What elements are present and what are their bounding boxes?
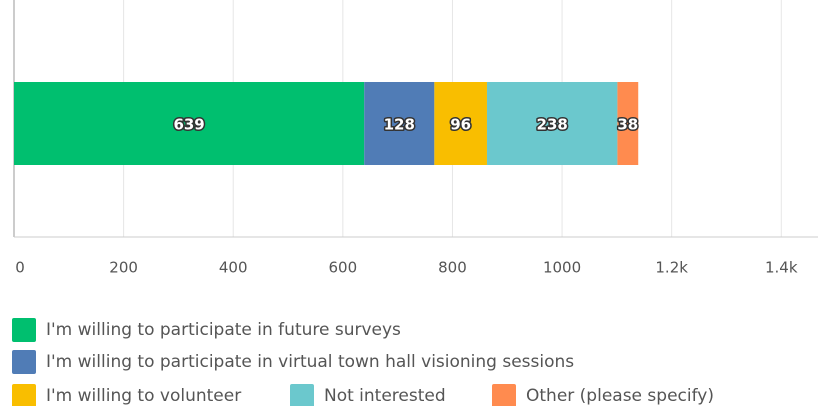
data-label: 38	[617, 116, 638, 134]
data-label: 128	[384, 116, 415, 134]
x-tick-label: 1000	[543, 259, 581, 277]
legend-label: I'm willing to participate in virtual to…	[46, 352, 574, 372]
legend-label: I'm willing to volunteer	[46, 386, 241, 406]
bar-segment	[434, 82, 487, 165]
bar-segment	[617, 82, 639, 165]
x-tick-label: 800	[438, 259, 467, 277]
x-tick-label: 1.2k	[655, 259, 688, 277]
x-tick-label: 1.4k	[765, 259, 798, 277]
x-tick-label: 600	[329, 259, 358, 277]
legend-swatch	[12, 384, 36, 406]
legend-swatch	[12, 350, 36, 374]
legend-swatch	[12, 318, 36, 342]
x-tick-label: 0	[15, 259, 25, 277]
data-label: 639	[173, 116, 204, 134]
x-tick-label: 400	[219, 259, 248, 277]
legend-label: Other (please specify)	[526, 386, 714, 406]
bar-segment	[14, 82, 365, 165]
legend-label: I'm willing to participate in future sur…	[46, 320, 401, 340]
bar-segment	[486, 82, 618, 165]
data-label: 96	[450, 116, 471, 134]
legend-swatch	[290, 384, 314, 406]
x-tick-label: 200	[109, 259, 138, 277]
legend-label: Not interested	[324, 386, 446, 406]
bar-segment	[364, 82, 435, 165]
data-label: 238	[537, 116, 568, 134]
legend-swatch	[492, 384, 516, 406]
